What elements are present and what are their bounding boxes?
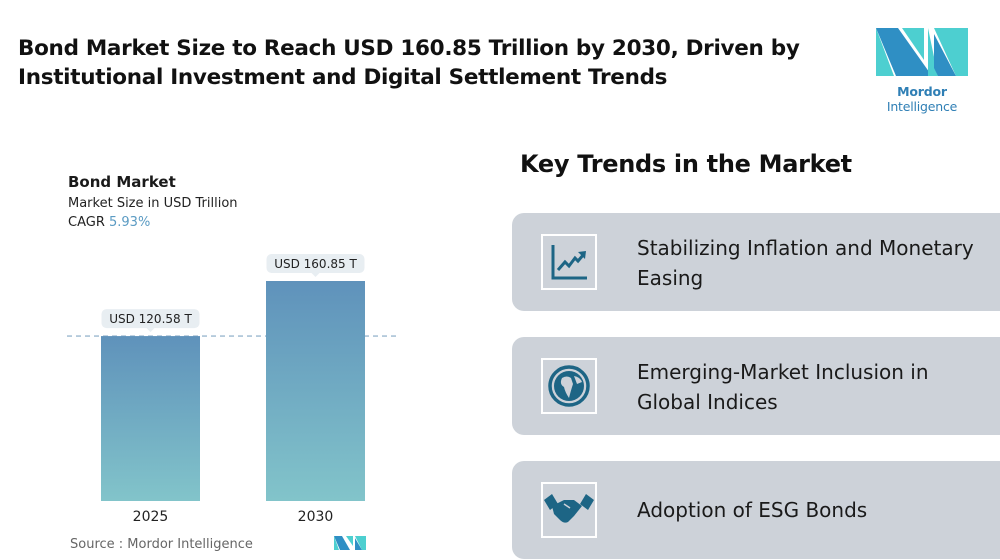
handshake-icon bbox=[541, 482, 597, 538]
trend-card-emerging-markets: Emerging-Market Inclusion in Global Indi… bbox=[512, 337, 1000, 435]
data-label-pointer bbox=[146, 328, 155, 333]
data-label: USD 120.58 T bbox=[109, 312, 192, 326]
data-label-bubble bbox=[266, 254, 365, 273]
trend-label: Stabilizing Inflation and Monetary Easin… bbox=[637, 236, 974, 290]
globe-icon bbox=[541, 358, 597, 414]
logo-mark-icon bbox=[876, 28, 968, 76]
trend-card-esg: Adoption of ESG Bonds bbox=[512, 461, 1000, 559]
source-logo-icon bbox=[334, 536, 366, 550]
chart-source: Source : Mordor Intelligence bbox=[70, 537, 253, 552]
data-label-bubble bbox=[101, 309, 200, 329]
data-label: USD 160.85 T bbox=[274, 257, 357, 271]
chart-growth-icon bbox=[541, 234, 597, 290]
chart-cagr: CAGR 5.93% bbox=[68, 215, 151, 230]
mordor-logo: Mordor Intelligence bbox=[866, 26, 978, 114]
x-tick-label: 2025 bbox=[133, 509, 169, 525]
trend-label: Adoption of ESG Bonds bbox=[637, 498, 868, 522]
trend-label: Emerging-Market Inclusion in Global Indi… bbox=[637, 360, 929, 414]
x-tick-label: 2030 bbox=[298, 509, 334, 525]
data-label-pointer bbox=[311, 273, 320, 277]
key-trends-heading: Key Trends in the Market bbox=[520, 150, 852, 178]
bar-2025 bbox=[101, 336, 200, 501]
page-title: Bond Market Size to Reach USD 160.85 Tri… bbox=[18, 36, 800, 90]
cagr-value: 5.93% bbox=[109, 215, 151, 230]
bar-2030 bbox=[266, 281, 365, 501]
chart-title: Bond Market bbox=[68, 173, 176, 191]
bar-chart: USD 120.58 T 2025 USD 160.85 T 2030 bbox=[67, 254, 400, 525]
chart-subtitle: Market Size in USD Trillion bbox=[68, 196, 238, 211]
logo-text: Mordor Intelligence bbox=[886, 84, 958, 114]
trend-card-inflation: Stabilizing Inflation and Monetary Easin… bbox=[512, 213, 1000, 311]
